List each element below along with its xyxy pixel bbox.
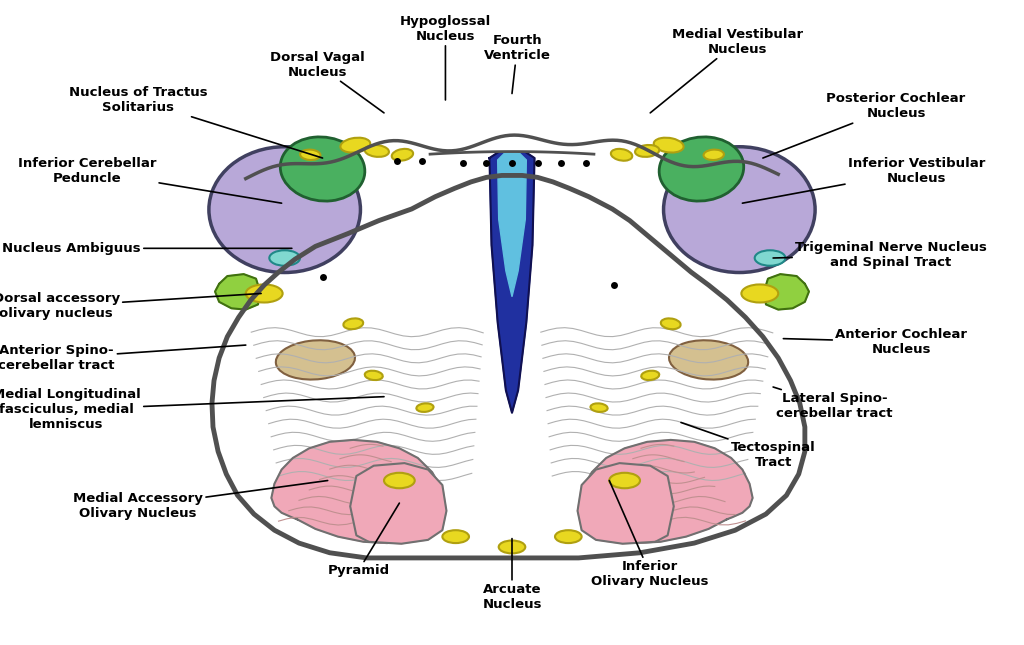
Polygon shape: [241, 319, 489, 485]
Text: Arcuate
Nucleus: Arcuate Nucleus: [482, 539, 542, 611]
Ellipse shape: [659, 137, 743, 201]
Ellipse shape: [669, 341, 749, 379]
Text: Anterior Cochlear
Nucleus: Anterior Cochlear Nucleus: [783, 328, 967, 356]
Text: Trigeminal Nerve Nucleus
and Spinal Tract: Trigeminal Nerve Nucleus and Spinal Trac…: [773, 241, 987, 269]
Polygon shape: [212, 175, 805, 558]
Text: Medial Longitudinal
fasciculus, medial
lemniscus: Medial Longitudinal fasciculus, medial l…: [0, 388, 384, 431]
Polygon shape: [271, 440, 445, 543]
Ellipse shape: [365, 145, 389, 157]
Ellipse shape: [442, 530, 469, 543]
Text: Nucleus Ambiguus: Nucleus Ambiguus: [2, 242, 292, 255]
Ellipse shape: [741, 284, 778, 303]
Text: Nucleus of Tractus
Solitarius: Nucleus of Tractus Solitarius: [69, 86, 323, 158]
Ellipse shape: [641, 371, 659, 380]
Ellipse shape: [499, 541, 525, 553]
Polygon shape: [350, 463, 446, 544]
Text: Inferior
Olivary Nucleus: Inferior Olivary Nucleus: [592, 481, 709, 588]
Ellipse shape: [635, 145, 659, 157]
Polygon shape: [215, 274, 260, 310]
Ellipse shape: [555, 530, 582, 543]
Text: Dorsal accessory
olivary nucleus: Dorsal accessory olivary nucleus: [0, 292, 261, 321]
Ellipse shape: [417, 403, 433, 412]
Ellipse shape: [591, 403, 607, 412]
Text: Pyramid: Pyramid: [328, 503, 399, 577]
Ellipse shape: [611, 149, 632, 161]
Ellipse shape: [755, 250, 785, 266]
Text: Inferior Vestibular
Nucleus: Inferior Vestibular Nucleus: [742, 157, 985, 203]
Text: Dorsal Vagal
Nucleus: Dorsal Vagal Nucleus: [270, 50, 384, 113]
Polygon shape: [764, 274, 809, 310]
Ellipse shape: [269, 250, 300, 266]
Ellipse shape: [703, 150, 724, 160]
Ellipse shape: [300, 150, 321, 160]
Ellipse shape: [664, 146, 815, 272]
Ellipse shape: [343, 319, 364, 329]
Text: Posterior Cochlear
Nucleus: Posterior Cochlear Nucleus: [763, 92, 966, 158]
Polygon shape: [498, 146, 526, 297]
Ellipse shape: [365, 371, 383, 380]
Polygon shape: [535, 319, 783, 485]
Text: Fourth
Ventricle: Fourth Ventricle: [483, 34, 551, 94]
Ellipse shape: [246, 284, 283, 303]
Text: Hypoglossal
Nucleus: Hypoglossal Nucleus: [399, 15, 492, 100]
Ellipse shape: [609, 473, 640, 488]
Text: Medial Accessory
Olivary Nucleus: Medial Accessory Olivary Nucleus: [74, 481, 328, 521]
Polygon shape: [489, 143, 535, 413]
Ellipse shape: [209, 146, 360, 272]
Ellipse shape: [275, 341, 355, 379]
Text: Medial Vestibular
Nucleus: Medial Vestibular Nucleus: [650, 28, 803, 113]
Ellipse shape: [340, 137, 371, 153]
Ellipse shape: [660, 319, 681, 329]
Polygon shape: [430, 133, 594, 154]
Ellipse shape: [392, 149, 413, 161]
Text: Anterior Spino-
cerebellar tract: Anterior Spino- cerebellar tract: [0, 344, 246, 372]
Polygon shape: [579, 440, 753, 543]
Text: Inferior Cerebellar
Peduncle: Inferior Cerebellar Peduncle: [17, 157, 282, 203]
Text: Tectospinal
Tract: Tectospinal Tract: [681, 422, 815, 469]
Ellipse shape: [384, 473, 415, 488]
Ellipse shape: [653, 137, 684, 153]
Text: Lateral Spino-
cerebellar tract: Lateral Spino- cerebellar tract: [773, 387, 893, 421]
Ellipse shape: [281, 137, 365, 201]
Polygon shape: [578, 463, 674, 544]
